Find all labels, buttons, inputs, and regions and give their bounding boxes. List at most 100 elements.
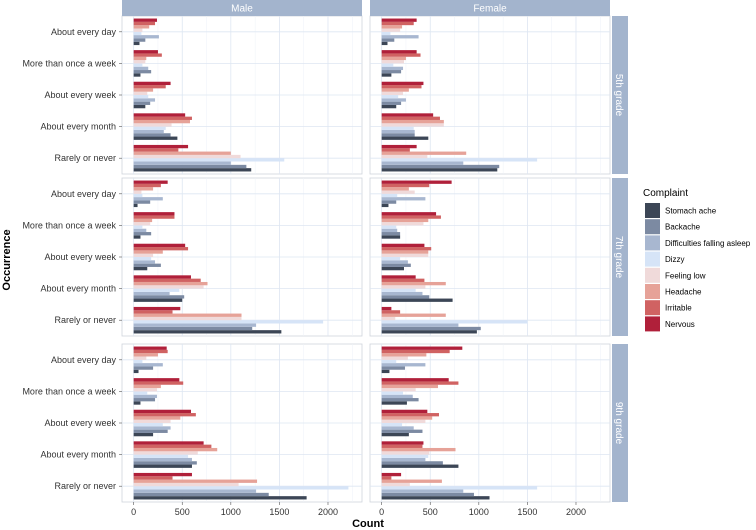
- bar-dizzy: [133, 454, 189, 458]
- bar-feeling-low: [133, 91, 148, 95]
- bar-backache: [381, 70, 402, 74]
- bar-irritable: [381, 476, 392, 480]
- bar-dizzy: [133, 63, 143, 67]
- bar-feeling-low: [381, 60, 405, 64]
- strip-male: Male: [122, 0, 362, 16]
- legend-entry: Backache: [645, 219, 701, 235]
- bar-stomach-ache: [133, 266, 148, 271]
- bar-feeling-low: [133, 60, 146, 64]
- bar-nervous: [133, 441, 204, 445]
- bar-feeling-low: [381, 419, 426, 423]
- bar-dizzy: [381, 31, 391, 36]
- bar-feeling-low: [133, 28, 143, 32]
- x-tick-label: 500: [423, 507, 438, 517]
- bar-nervous: [381, 212, 437, 216]
- bar-irritable: [133, 476, 173, 480]
- bar-nervous: [133, 144, 189, 149]
- panel-9th-grade-male: [121, 343, 363, 503]
- bar-dizzy: [133, 423, 163, 427]
- bar-nervous: [133, 50, 158, 54]
- bar-nervous: [381, 441, 424, 445]
- row-facet-label: 9th grade: [613, 402, 624, 445]
- legend-label: Irritable: [665, 304, 692, 313]
- bar-difficulties-falling-asleep: [381, 457, 426, 462]
- bar-backache: [133, 133, 171, 137]
- legend-swatch: [645, 300, 660, 316]
- x-axis-title: Count: [352, 518, 384, 530]
- strip-background: [370, 0, 610, 16]
- bar-stomach-ache: [381, 168, 498, 172]
- bar-nervous: [381, 306, 392, 311]
- panel-7th-grade-male: [121, 177, 363, 337]
- bar-headache: [133, 119, 191, 124]
- bar-feeling-low: [381, 123, 444, 127]
- legend-entry: Stomach ache: [645, 203, 717, 218]
- bar-difficulties-falling-asleep: [381, 291, 423, 296]
- legend-label: Backache: [665, 223, 701, 232]
- bar-nervous: [133, 378, 180, 382]
- bar-backache: [133, 429, 168, 433]
- bar-stomach-ache: [381, 496, 490, 500]
- legend: Complaint Stomach ache Backache Difficulti…: [643, 188, 751, 332]
- strip-9th-grade: 9th grade: [612, 344, 628, 502]
- bar-backache: [133, 492, 269, 497]
- bar-backache: [133, 200, 151, 204]
- bar-stomach-ache: [133, 401, 141, 405]
- bar-stomach-ache: [133, 168, 252, 172]
- bar-headache: [381, 187, 409, 191]
- x-tick-label: 1500: [517, 507, 537, 517]
- bar-headache: [381, 384, 439, 389]
- bar-headache: [133, 218, 153, 223]
- legend-entry: Dizzy: [645, 251, 685, 267]
- bar-dizzy: [133, 158, 285, 162]
- legend-label: Nervous: [665, 320, 695, 329]
- x-tick-label: 0: [379, 507, 384, 517]
- bar-stomach-ache: [133, 369, 139, 374]
- bar-headache: [381, 479, 442, 483]
- x-tick-label: 500: [175, 507, 190, 517]
- legend-swatch: [645, 267, 660, 283]
- bar-headache: [381, 313, 446, 317]
- bar-headache: [381, 447, 456, 452]
- x-tick-label: 2000: [318, 507, 338, 517]
- bar-stomach-ache: [133, 464, 192, 468]
- legend-entry: Difficulties falling asleep: [645, 235, 751, 251]
- y-axis-title: Occurrence: [1, 229, 13, 290]
- bar-backache: [381, 398, 419, 402]
- bar-dizzy: [133, 257, 152, 261]
- bar-irritable: [133, 413, 196, 417]
- bar-difficulties-falling-asleep: [133, 260, 156, 264]
- y-tick-label: About every week: [44, 90, 116, 100]
- bar-difficulties-falling-asleep: [381, 228, 398, 233]
- bar-dizzy: [381, 63, 394, 67]
- strip-background: [612, 16, 628, 174]
- bar-stomach-ache: [381, 104, 397, 109]
- bar-nervous: [381, 346, 463, 350]
- y-tick-label: About every month: [40, 122, 116, 132]
- y-tick-label: More than once a week: [22, 386, 116, 396]
- bar-dizzy: [133, 391, 148, 395]
- bar-headache: [381, 353, 427, 357]
- bar-backache: [381, 295, 430, 299]
- y-tick-label: About every month: [40, 284, 116, 294]
- bar-feeling-low: [381, 91, 404, 95]
- bar-feeling-low: [133, 419, 171, 423]
- bar-stomach-ache: [381, 432, 409, 437]
- bar-headache: [381, 151, 467, 155]
- bar-dizzy: [133, 320, 324, 324]
- bar-irritable: [133, 278, 201, 282]
- bar-nervous: [133, 346, 167, 350]
- bar-nervous: [381, 409, 428, 414]
- bar-nervous: [381, 113, 434, 117]
- legend-swatch: [645, 316, 660, 332]
- bar-backache: [381, 461, 443, 465]
- column-facet-label: Female: [473, 4, 507, 15]
- bar-stomach-ache: [381, 464, 459, 468]
- legend-entry: Feeling low: [645, 267, 706, 283]
- strip-background: [612, 178, 628, 336]
- y-tick-label: Rarely or never: [54, 315, 116, 325]
- bar-backache: [133, 461, 197, 465]
- panel-9th-grade-female: [369, 343, 611, 503]
- bar-difficulties-falling-asleep: [381, 161, 464, 165]
- bar-dizzy: [381, 391, 404, 395]
